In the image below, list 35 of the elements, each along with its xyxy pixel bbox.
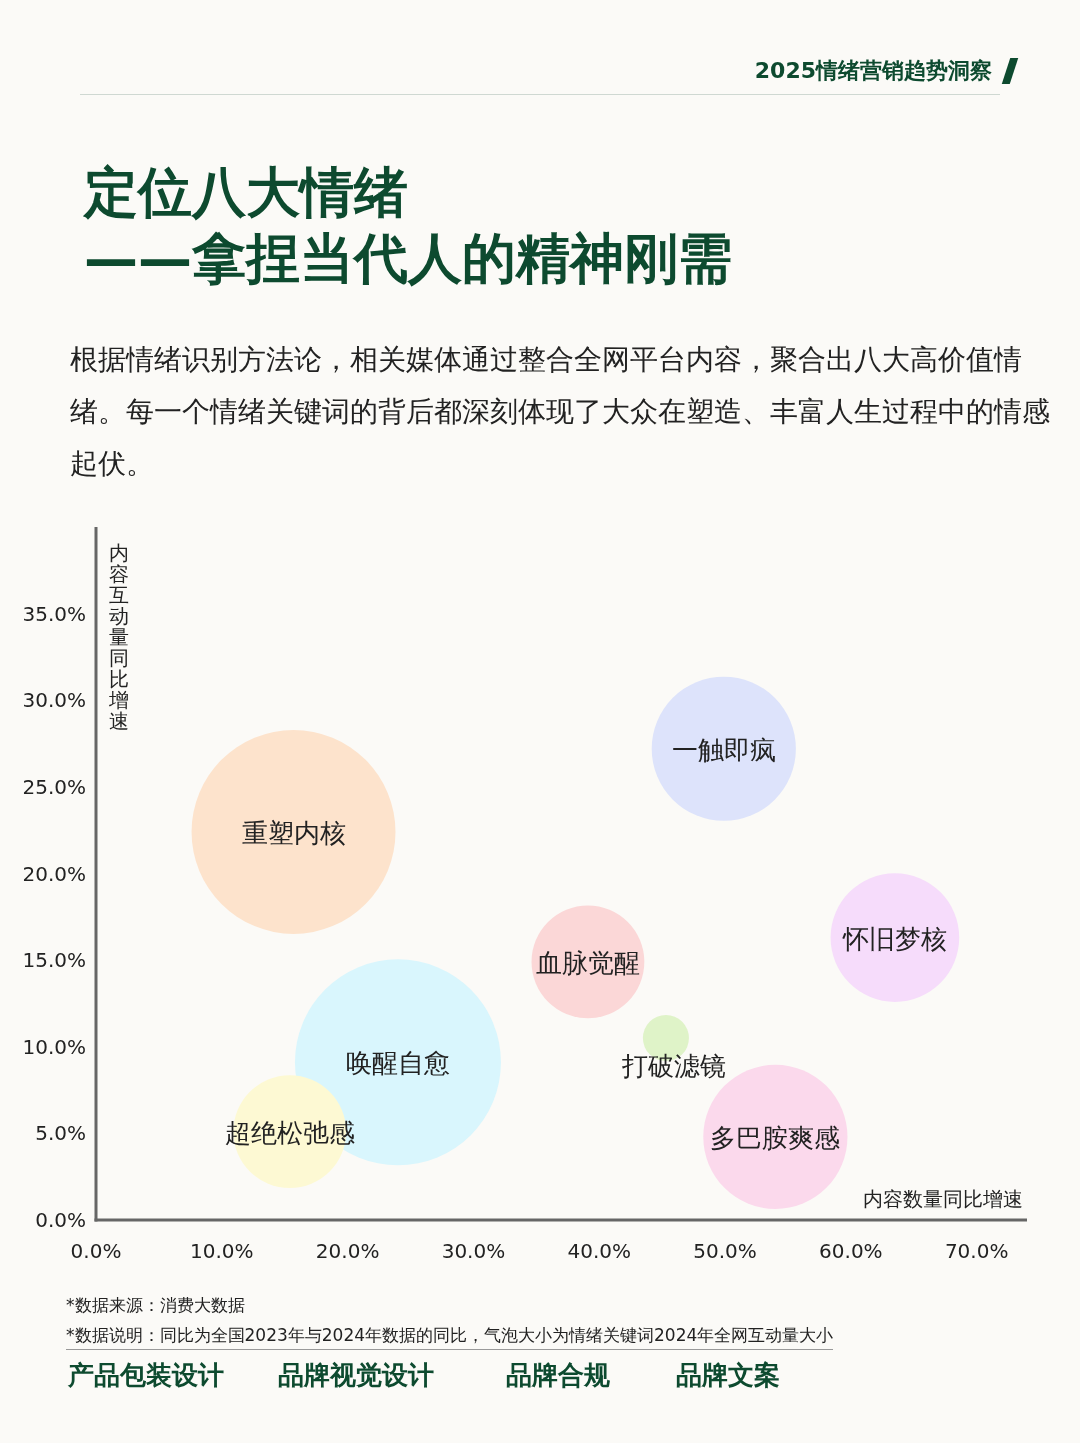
text: 内容互动量同比增速 xyxy=(109,541,129,733)
y-tick-label: 0.0% xyxy=(35,1208,86,1232)
y-tick-label: 5.0% xyxy=(35,1121,86,1146)
x-tick-label: 10.0% xyxy=(190,1239,254,1263)
x-tick-label: 20.0% xyxy=(315,1239,380,1263)
text: *数据来源：消费大数据 xyxy=(66,1294,245,1317)
y-tick-label: 10.0% xyxy=(22,1034,86,1059)
y-tick-label: 20.0% xyxy=(22,861,86,886)
x-tick-label: 60.0% xyxy=(819,1239,883,1263)
series-label: 打破滤镜 xyxy=(620,1051,726,1082)
series-label: 血脉觉醒 xyxy=(535,947,640,978)
y-tick-label: 25.0% xyxy=(22,774,86,799)
chart-subtitle: 根据情绪识别方法论，相关媒体通过整合全网平台内容，聚合出八大高价值情绪。每一个情绪关键词的背后都深刻体现了大众在塑造、丰富人生过程中的情感起伏。 xyxy=(70,342,1051,482)
series-label: 超绝松弛感 xyxy=(224,1117,355,1148)
series-label: 怀旧梦核 xyxy=(841,923,947,954)
series-label: 重塑内核 xyxy=(241,817,346,848)
text: 品牌合规 xyxy=(506,1359,610,1392)
series-label: 一触即疯 xyxy=(671,734,776,765)
x-tick-label: 50.0% xyxy=(693,1239,757,1263)
y-tick-label: 15.0% xyxy=(22,948,86,973)
text: *数据说明：同比为全国2023年与2024年数据的同比，气泡大小为情绪关键词2024年全网互动量大小 xyxy=(66,1324,834,1350)
x-axis-title: 内容数量同比增速 xyxy=(863,1187,1023,1211)
x-tick-label: 70.0% xyxy=(944,1239,1009,1263)
series-label: 唤醒自愈 xyxy=(345,1048,450,1079)
chart-title: 定位八大情绪 ——拿捏当代人的精神刚需 xyxy=(84,160,732,292)
series-label: 多巴胺爽感 xyxy=(710,1122,841,1153)
text: 产品包装设计 xyxy=(68,1359,224,1392)
y-tick-label: 30.0% xyxy=(22,688,86,713)
y-tick-label: 35.0% xyxy=(22,601,86,626)
text: 品牌文案 xyxy=(676,1359,780,1392)
text: 品牌视觉设计 xyxy=(278,1359,434,1392)
x-tick-label: 40.0% xyxy=(567,1239,632,1263)
text: 2025情绪营销趋势洞察 xyxy=(754,57,992,85)
x-tick-label: 0.0% xyxy=(70,1239,122,1263)
x-tick-label: 30.0% xyxy=(441,1239,506,1263)
